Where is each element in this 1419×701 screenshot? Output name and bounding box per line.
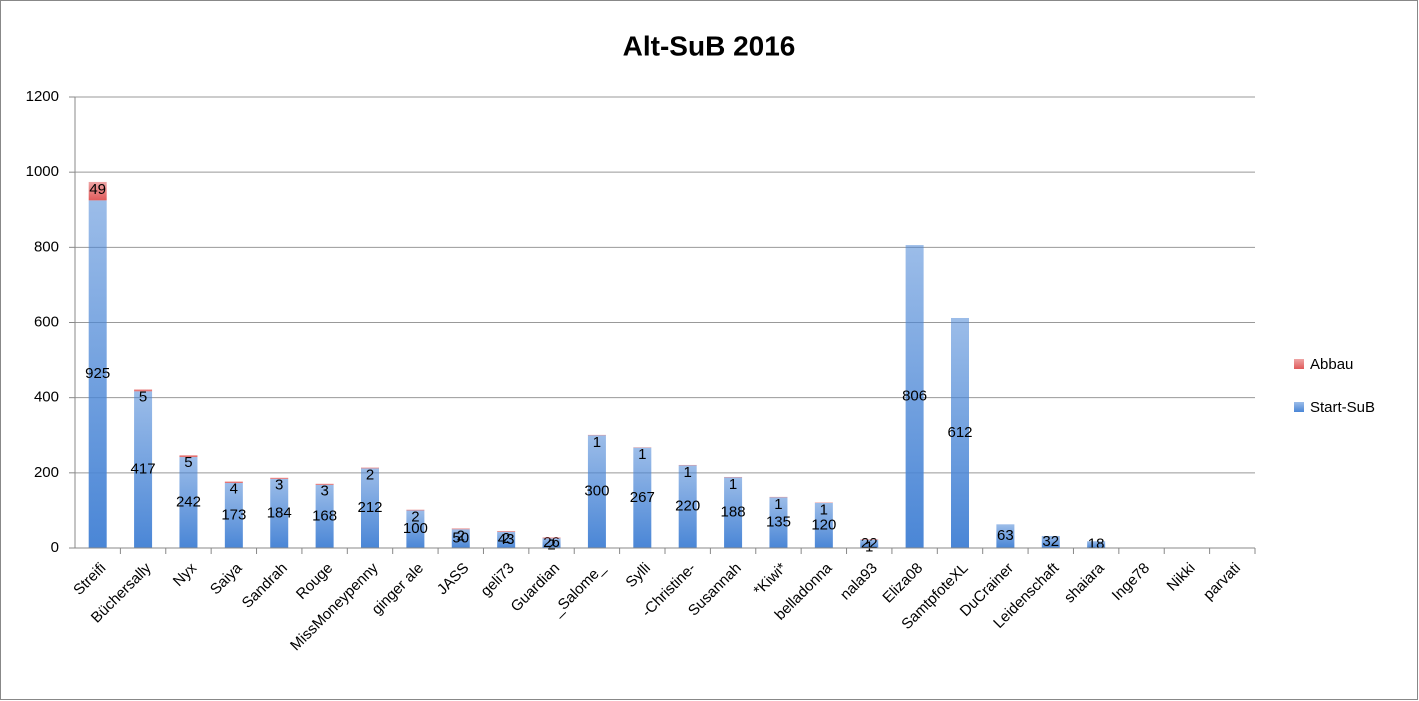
- bar-segment: [724, 477, 743, 548]
- data-label: 242: [176, 493, 201, 510]
- bar-segment: [134, 391, 153, 548]
- data-label: 5: [139, 388, 147, 405]
- data-label: 3: [275, 477, 283, 494]
- data-label: 49: [89, 181, 106, 198]
- bar-segment: [406, 510, 425, 548]
- data-label: 4: [230, 480, 238, 497]
- chart-title: Alt-SuB 2016: [623, 30, 796, 61]
- data-label: 50: [452, 530, 469, 547]
- bar-segment: [451, 529, 470, 548]
- y-tick-label: 800: [34, 238, 59, 255]
- data-label: 612: [947, 424, 972, 441]
- legend-swatch: [1294, 359, 1304, 369]
- data-label: 1: [684, 464, 692, 481]
- data-label: 3: [320, 483, 328, 500]
- bar-segment: [860, 539, 879, 548]
- data-label: 1: [638, 446, 646, 463]
- data-label: 300: [584, 483, 609, 500]
- bar-segment: [361, 468, 379, 548]
- bar-segment: [542, 538, 561, 548]
- data-label: 2: [502, 530, 510, 547]
- y-tick-label: 600: [34, 313, 59, 330]
- data-label: 120: [811, 516, 836, 533]
- bar-segment: [179, 455, 198, 458]
- bar-segment: [315, 483, 334, 485]
- bar-segment: [134, 389, 153, 392]
- data-label: 100: [403, 520, 428, 537]
- bar-segment: [224, 481, 243, 483]
- data-label: 2: [366, 467, 374, 484]
- bar-segment: [769, 497, 788, 548]
- bar-segment: [587, 435, 606, 548]
- legend-label: Start-SuB: [1310, 399, 1375, 416]
- bar-segment: [1041, 535, 1060, 548]
- bar-segment: [951, 317, 969, 548]
- data-label: 43: [498, 531, 515, 548]
- data-label: 135: [766, 514, 791, 531]
- data-label: 267: [630, 489, 655, 506]
- y-tick-label: 0: [51, 539, 59, 556]
- data-label: 220: [675, 498, 700, 515]
- data-label: 184: [267, 504, 292, 521]
- y-tick-label: 200: [34, 464, 59, 481]
- data-label: 1: [865, 538, 873, 555]
- data-label: 212: [357, 499, 382, 516]
- bar-segment: [224, 482, 243, 548]
- data-label: 18: [1088, 536, 1105, 553]
- y-tick-label: 400: [34, 389, 59, 406]
- bar-segment: [814, 502, 833, 548]
- bar-segment: [406, 509, 425, 511]
- data-label: 173: [221, 506, 246, 523]
- bar-segment: [905, 245, 924, 548]
- data-label: 806: [902, 388, 927, 405]
- bar-segment: [88, 200, 107, 548]
- bar-segment: [270, 478, 289, 548]
- bar-segment: [1087, 541, 1106, 548]
- data-label: 1: [774, 496, 782, 513]
- bar-segment: [542, 537, 561, 539]
- data-label: 188: [721, 504, 746, 521]
- data-label: 168: [312, 507, 337, 524]
- y-tick-label: 1000: [26, 163, 59, 180]
- data-label: 26: [543, 534, 560, 551]
- data-label: 1: [820, 501, 828, 518]
- data-label: 2: [547, 536, 555, 553]
- bar-segment: [996, 524, 1015, 548]
- bar-segment: [361, 467, 379, 469]
- bar-segment: [315, 484, 334, 548]
- data-label: 417: [131, 461, 156, 478]
- data-label: 63: [997, 527, 1014, 544]
- bar-segment: [678, 465, 697, 548]
- data-label: 2: [457, 527, 465, 544]
- bar-segment: [88, 181, 107, 201]
- legend-label: Abbau: [1310, 356, 1353, 373]
- bar-segment: [497, 531, 516, 532]
- data-label: 2: [411, 509, 419, 526]
- data-label: 32: [1042, 533, 1059, 550]
- legend-swatch: [1294, 402, 1304, 412]
- bar-segment: [451, 528, 470, 530]
- data-label: 1: [729, 476, 737, 493]
- data-label: 1: [593, 434, 601, 451]
- bar-segment: [179, 457, 198, 548]
- bar-segment: [270, 477, 289, 479]
- data-label: 5: [184, 454, 192, 471]
- data-label: 925: [85, 365, 110, 382]
- bar-segment: [633, 447, 652, 548]
- y-tick-label: 1200: [26, 88, 59, 105]
- bar-segment: [497, 531, 516, 548]
